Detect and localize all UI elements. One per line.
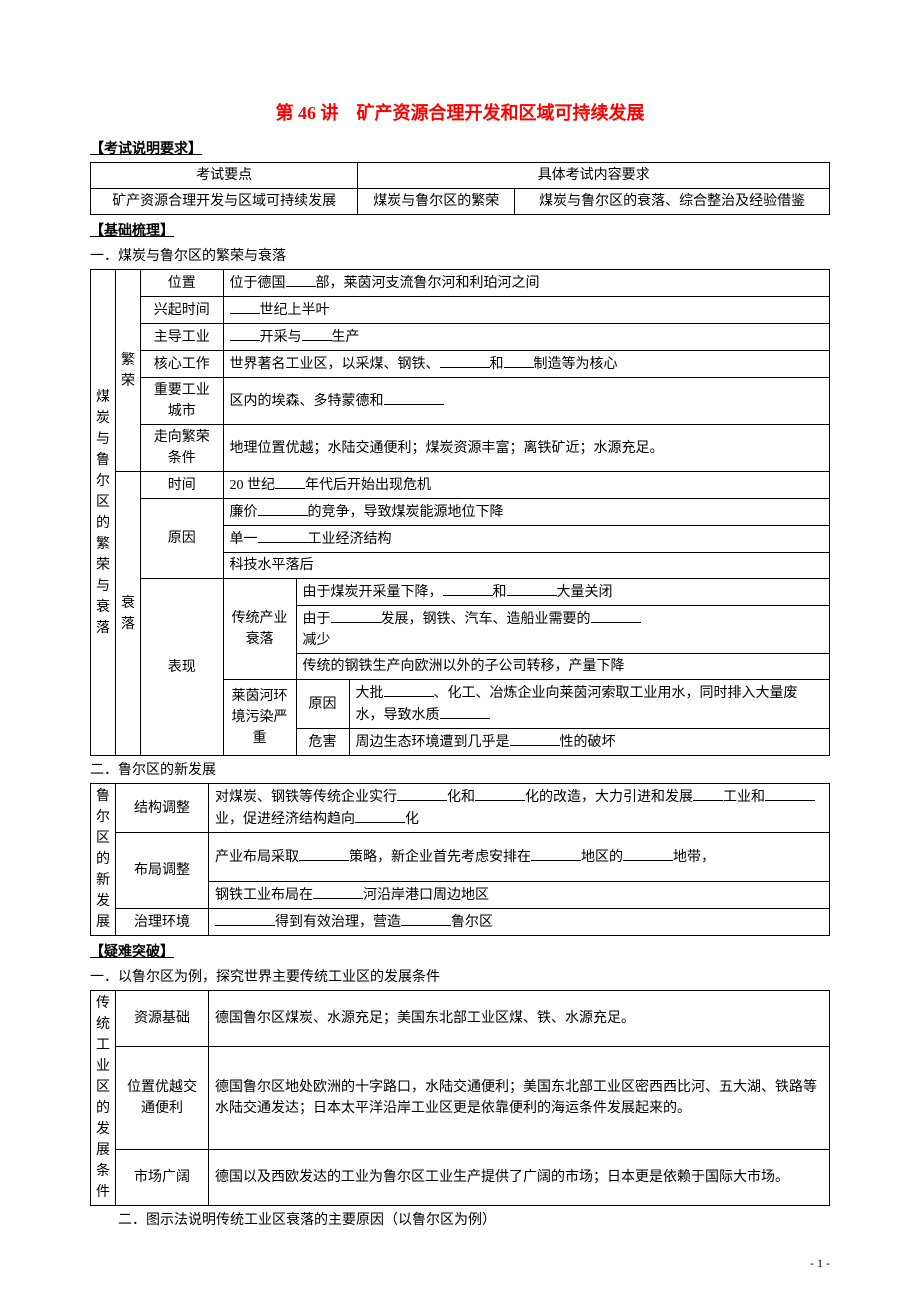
t2-r9b1: 由于煤炭开采量下降，和大量关闭 bbox=[296, 579, 829, 606]
t4-r2a: 位置优越交通便利 bbox=[116, 1047, 209, 1149]
t2-r7b: 20 世纪年代后开始出现危机 bbox=[223, 472, 829, 499]
t4-r3b: 德国以及西欧发达的工业为鲁尔区工业生产提供了广阔的市场；日本更是依赖于国际大市场… bbox=[209, 1149, 830, 1205]
t2-r8b2: 单一工业经济结构 bbox=[223, 526, 829, 553]
t1-r1c2: 煤炭与鲁尔区的繁荣 bbox=[358, 189, 515, 215]
t2-side: 煤炭与鲁尔区的繁荣与衰落 bbox=[91, 270, 116, 756]
t3-r1a: 结构调整 bbox=[116, 784, 209, 833]
sub-coal-ruhr: 一．煤炭与鲁尔区的繁荣与衰落 bbox=[90, 246, 830, 267]
t1-r1c1: 矿产资源合理开发与区域可持续发展 bbox=[91, 189, 358, 215]
t3-r2a: 布局调整 bbox=[116, 833, 209, 909]
t2-r9c1a: 原因 bbox=[296, 680, 349, 729]
t2-r9c1b: 大批、化工、冶炼企业向莱茵河索取工业用水，同时排入大量废水，导致水质 bbox=[349, 680, 829, 729]
t4-r3a: 市场广阔 bbox=[116, 1149, 209, 1205]
t2-r9c2a: 危害 bbox=[296, 729, 349, 756]
t1-h1: 考试要点 bbox=[91, 163, 358, 189]
t2-r7a: 时间 bbox=[141, 472, 224, 499]
section-difficulties: 【疑难突破】 bbox=[90, 942, 830, 963]
t2-r1a: 位置 bbox=[141, 270, 224, 297]
table-dev-conditions: 传统工业区的发展条件 资源基础 德国鲁尔区煤炭、水源充足；美国东北部工业区煤、铁… bbox=[90, 990, 830, 1206]
t2-r2b: 世纪上半叶 bbox=[223, 297, 829, 324]
section-exam-req: 【考试说明要求】 bbox=[90, 139, 830, 160]
t3-side: 鲁尔区的新发展 bbox=[91, 784, 116, 936]
t2-r8b1: 廉价的竞争，导致煤炭能源地位下降 bbox=[223, 499, 829, 526]
t2-r4b: 世界著名工业区，以采煤、钢铁、和制造等为核心 bbox=[223, 351, 829, 378]
t2-r3a: 主导工业 bbox=[141, 324, 224, 351]
t2-sl-side: 衰落 bbox=[116, 472, 141, 756]
t2-r6b: 地理位置优越；水陆交通便利；煤炭资源丰富；离铁矿近；水源充足。 bbox=[223, 425, 829, 472]
section-basics: 【基础梳理】 bbox=[90, 221, 830, 242]
sub-ruhr-example: 一．以鲁尔区为例，探究世界主要传统工业区的发展条件 bbox=[90, 967, 830, 988]
t3-r2b2: 钢铁工业布局在河沿岸港口周边地区 bbox=[209, 882, 830, 909]
t2-r4a: 核心工作 bbox=[141, 351, 224, 378]
table-exam-req: 考试要点 具体考试内容要求 矿产资源合理开发与区域可持续发展 煤炭与鲁尔区的繁荣… bbox=[90, 162, 830, 215]
t2-r9b-side: 传统产业衰落 bbox=[223, 579, 296, 680]
t2-r9c2b: 周边生态环境遭到几乎是性的破坏 bbox=[349, 729, 829, 756]
t3-r1b: 对煤炭、钢铁等传统企业实行化和化的改造，大力引进和发展工业和业，促进经济结构趋向… bbox=[209, 784, 830, 833]
lecture-title: 第 46 讲 矿产资源合理开发和区域可持续发展 bbox=[90, 100, 830, 127]
t2-r9a: 表现 bbox=[141, 579, 224, 756]
t4-side: 传统工业区的发展条件 bbox=[91, 991, 116, 1206]
t2-r2a: 兴起时间 bbox=[141, 297, 224, 324]
page: 第 46 讲 矿产资源合理开发和区域可持续发展 【考试说明要求】 考试要点 具体… bbox=[0, 0, 920, 1302]
t2-r9c-side: 莱茵河环境污染严重 bbox=[223, 680, 296, 756]
t2-r8b3: 科技水平落后 bbox=[223, 553, 829, 579]
sub-new-dev: 二．鲁尔区的新发展 bbox=[90, 760, 830, 781]
t1-r1c3: 煤炭与鲁尔区的衰落、综合整治及经验借鉴 bbox=[515, 189, 830, 215]
t2-r3b: 开采与生产 bbox=[223, 324, 829, 351]
table-coal-ruhr: 煤炭与鲁尔区的繁荣与衰落 繁荣 位置 位于德国部，莱茵河支流鲁尔河和利珀河之间 … bbox=[90, 269, 830, 756]
t4-r1a: 资源基础 bbox=[116, 991, 209, 1047]
t3-r3a: 治理环境 bbox=[116, 909, 209, 936]
t2-r1b: 位于德国部，莱茵河支流鲁尔河和利珀河之间 bbox=[223, 270, 829, 297]
t2-fr-side: 繁荣 bbox=[116, 270, 141, 472]
sub-diagram-method: 二．图示法说明传统工业区衰落的主要原因（以鲁尔区为例） bbox=[90, 1210, 830, 1231]
table-new-dev: 鲁尔区的新发展 结构调整 对煤炭、钢铁等传统企业实行化和化的改造，大力引进和发展… bbox=[90, 783, 830, 936]
t3-r2b1: 产业布局采取策略，新企业首先考虑安排在地区的地带， bbox=[209, 833, 830, 882]
t2-r5a: 重要工业城市 bbox=[141, 378, 224, 425]
t3-r3b: 得到有效治理，营造鲁尔区 bbox=[209, 909, 830, 936]
t2-r6a: 走向繁荣条件 bbox=[141, 425, 224, 472]
t4-r1b: 德国鲁尔区煤炭、水源充足；美国东北部工业区煤、铁、水源充足。 bbox=[209, 991, 830, 1047]
t2-r9b4: 传统的钢铁生产向欧洲以外的子公司转移，产量下降 bbox=[296, 654, 829, 680]
t1-h2: 具体考试内容要求 bbox=[358, 163, 830, 189]
t2-r8a: 原因 bbox=[141, 499, 224, 579]
t2-r9b2: 由于发展，钢铁、汽车、造船业需要的减少 bbox=[296, 606, 829, 654]
t2-r5b: 区内的埃森、多特蒙德和 bbox=[223, 378, 829, 425]
t4-r2b: 德国鲁尔区地处欧洲的十字路口，水陆交通便利；美国东北部工业区密西西比河、五大湖、… bbox=[209, 1047, 830, 1149]
page-number: - 1 - bbox=[810, 1254, 830, 1272]
